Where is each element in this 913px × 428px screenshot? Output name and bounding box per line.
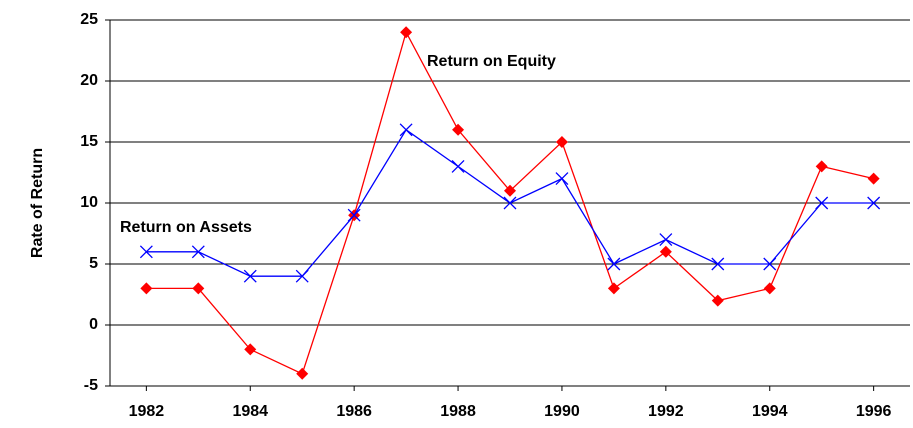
marker: [192, 282, 205, 295]
marker: [452, 123, 465, 136]
x-tick-label: 1992: [648, 403, 684, 420]
x-tick-label: 1994: [752, 403, 788, 420]
y-tick-label: 10: [80, 194, 98, 211]
y-tick-label: 25: [80, 11, 98, 28]
marker: [244, 343, 257, 356]
x-tick-label: 1982: [129, 403, 165, 420]
y-tick-label: -5: [84, 377, 98, 394]
marker: [191, 245, 205, 259]
marker: [555, 136, 568, 148]
series-label: Return on Assets: [120, 219, 252, 236]
marker: [607, 257, 621, 271]
series-label: Return on Equity: [427, 53, 556, 70]
marker: [607, 282, 620, 295]
marker: [347, 208, 361, 222]
marker: [140, 282, 153, 295]
marker: [399, 123, 413, 137]
marker: [815, 196, 829, 210]
x-tick-label: 1986: [336, 403, 372, 420]
marker: [555, 172, 569, 186]
marker: [504, 184, 516, 197]
marker: [711, 294, 724, 307]
y-tick-label: 20: [80, 72, 98, 89]
x-tick-label: 1990: [544, 403, 580, 420]
marker: [503, 196, 517, 210]
marker: [243, 269, 257, 283]
marker: [763, 282, 776, 295]
marker: [296, 367, 309, 380]
marker: [867, 196, 881, 210]
marker: [711, 257, 725, 271]
marker: [867, 172, 880, 185]
marker: [659, 245, 672, 258]
y-tick-label: 0: [89, 316, 98, 333]
x-tick-label: 1984: [232, 403, 268, 420]
marker: [400, 26, 413, 39]
marker: [451, 159, 465, 173]
y-axis-label: Rate of Return: [29, 148, 46, 258]
marker: [295, 269, 309, 283]
y-tick-label: 15: [80, 133, 98, 150]
x-tick-label: 1988: [440, 403, 476, 420]
marker: [659, 233, 673, 247]
marker: [815, 160, 828, 173]
marker: [139, 245, 153, 259]
y-tick-label: 5: [89, 255, 98, 272]
marker: [763, 257, 777, 271]
x-tick-label: 1996: [856, 403, 892, 420]
